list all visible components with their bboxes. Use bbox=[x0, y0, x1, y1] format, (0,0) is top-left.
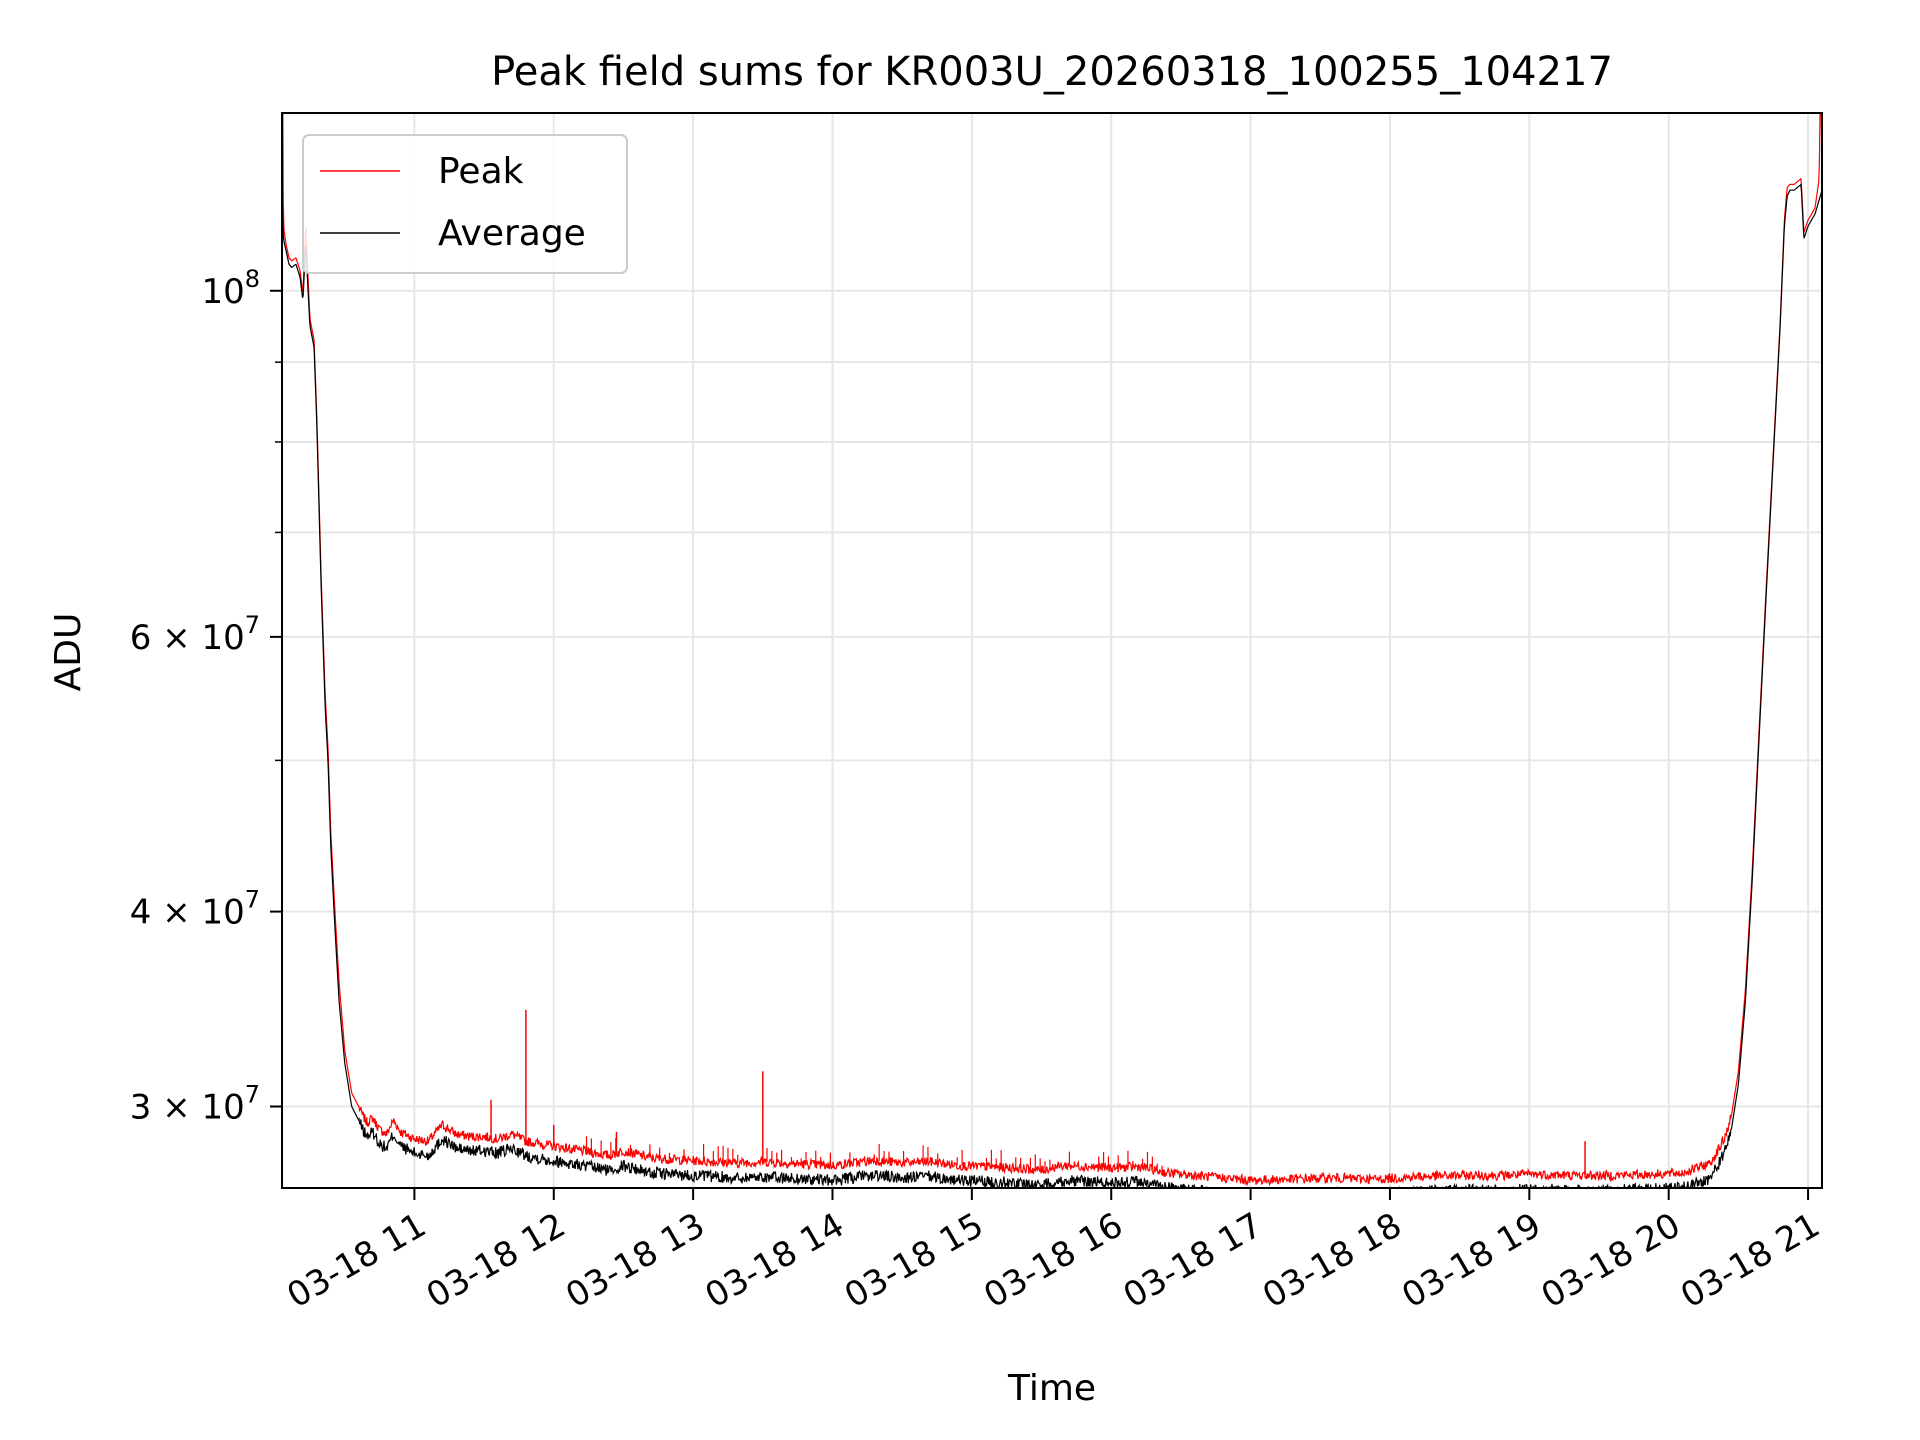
y-tick-label: 6 × 107 bbox=[130, 611, 260, 658]
y-axis-label: ADU bbox=[48, 613, 89, 692]
y-tick-label: 3 × 107 bbox=[130, 1081, 260, 1128]
y-tick-label: 4 × 107 bbox=[130, 886, 260, 933]
y-tick-label: 108 bbox=[201, 265, 260, 312]
chart-title: Peak field sums for KR003U_20260318_1002… bbox=[491, 49, 1613, 95]
series-peak-line bbox=[282, 113, 1822, 1187]
legend-label-peak: Peak bbox=[438, 151, 524, 192]
legend-box bbox=[302, 134, 628, 274]
plot-frame bbox=[281, 112, 1823, 1189]
series-average-line bbox=[282, 183, 1822, 1188]
legend: Peak Average bbox=[302, 134, 628, 274]
grid bbox=[282, 113, 1822, 1188]
x-axis-label: Time bbox=[1007, 1368, 1096, 1409]
series-layer bbox=[282, 113, 1822, 1188]
legend-label-average: Average bbox=[438, 213, 586, 254]
